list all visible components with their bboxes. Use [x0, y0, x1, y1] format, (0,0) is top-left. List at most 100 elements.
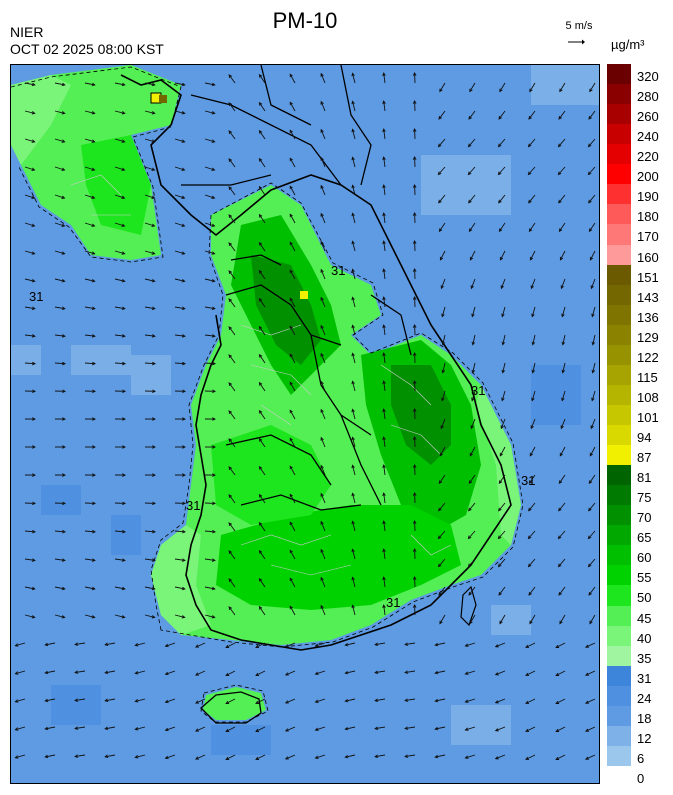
wind-arrowhead-icon: [212, 473, 216, 477]
wind-arrow-icon: [114, 166, 125, 171]
wind-reference-arrow-icon: [568, 39, 585, 45]
wind-arrowhead-icon: [14, 671, 19, 675]
legend-level-label: 55: [637, 570, 652, 586]
wind-arrowhead-icon: [320, 380, 324, 385]
wind-arrowhead-icon: [558, 199, 562, 204]
wind-arrowhead-icon: [121, 278, 126, 283]
legend-level-label: 320: [637, 69, 659, 84]
wind-arrowhead-icon: [212, 529, 217, 534]
wind-arrowhead-icon: [590, 285, 594, 290]
wind-arrow-icon: [289, 550, 296, 560]
wind-arrowhead-icon: [92, 473, 96, 477]
wind-arrowhead-icon: [228, 382, 233, 386]
wind-arrowhead-icon: [92, 529, 97, 534]
wind-arrowhead-icon: [91, 139, 96, 143]
wind-arrowhead-icon: [151, 278, 156, 283]
wind-arrowhead-icon: [351, 492, 355, 497]
wind-arrowhead-icon: [412, 296, 417, 300]
wind-arrowhead-icon: [32, 389, 36, 394]
wind-arrowhead-icon: [499, 256, 504, 261]
wind-arrow-icon: [352, 101, 356, 112]
wind-arrow-icon: [465, 754, 476, 759]
wind-arrow-icon: [320, 157, 326, 168]
wind-arrowhead-icon: [289, 73, 293, 78]
wind-arrowhead-icon: [530, 425, 534, 430]
wind-arrowhead-icon: [182, 417, 187, 421]
wind-arrowhead-icon: [404, 754, 409, 758]
wind-arrowhead-icon: [351, 212, 355, 217]
wind-arrowhead-icon: [528, 115, 532, 120]
wind-arrow-icon: [375, 642, 386, 646]
wind-arrow-icon: [289, 410, 296, 420]
wind-arrowhead-icon: [527, 563, 532, 568]
wind-arrow-icon: [383, 297, 386, 308]
wind-arrowhead-icon: [464, 671, 469, 675]
wind-arrowhead-icon: [74, 670, 79, 674]
wind-arrow-icon: [555, 754, 566, 760]
wind-arrowhead-icon: [344, 642, 349, 647]
wind-arrow-icon: [500, 250, 506, 261]
wind-arrowhead-icon: [61, 334, 66, 338]
wind-arrow-icon: [499, 82, 506, 92]
wind-arrow-icon: [228, 214, 236, 224]
wind-arrow-icon: [259, 494, 266, 504]
wind-arrowhead-icon: [374, 726, 379, 731]
unit-label: µg/m³: [611, 37, 645, 52]
wind-arrow-icon: [352, 213, 356, 224]
wind-arrowhead-icon: [194, 700, 199, 704]
wind-arrow-icon: [165, 754, 176, 759]
wind-arrowhead-icon: [289, 465, 293, 470]
wind-arrow-icon: [114, 362, 126, 365]
district-lines: [70, 174, 452, 576]
wind-arrow-icon: [592, 334, 596, 345]
wind-arrowhead-icon: [412, 492, 417, 496]
wind-arrow-icon: [528, 474, 536, 484]
wind-arrow-icon: [54, 278, 65, 282]
wind-arrowhead-icon: [164, 699, 169, 704]
wind-arrow-icon: [559, 614, 566, 624]
legend-level-label: 45: [637, 610, 652, 626]
wind-arrowhead-icon: [122, 529, 127, 534]
wind-arrow-icon: [259, 410, 266, 420]
wind-arrowhead-icon: [104, 754, 109, 759]
wind-arrowhead-icon: [412, 576, 417, 580]
wind-arrow-icon: [320, 101, 326, 112]
wind-arrowhead-icon: [164, 727, 169, 732]
wind-arrow-icon: [585, 754, 596, 760]
wind-arrowhead-icon: [91, 586, 96, 591]
wind-arrow-icon: [195, 642, 206, 648]
wind-arrow-icon: [204, 558, 215, 561]
wind-arrow-icon: [285, 642, 296, 648]
wind-arrowhead-icon: [499, 620, 503, 625]
wind-arrow-icon: [438, 558, 446, 567]
wind-arrow-icon: [558, 558, 566, 567]
legend-color-swatch: [607, 645, 631, 667]
wind-arrow-icon: [383, 353, 386, 364]
wind-arrowhead-icon: [62, 445, 66, 449]
wind-arrow-icon: [585, 698, 596, 704]
wind-arrow-icon: [525, 726, 536, 732]
wind-arrowhead-icon: [438, 592, 442, 596]
wind-arrow-icon: [558, 138, 566, 147]
legend-level-label: 75: [637, 490, 652, 506]
wind-arrow-icon: [589, 614, 596, 624]
wind-arrow-icon: [588, 530, 596, 539]
wind-arrow-icon: [495, 698, 506, 704]
wind-arrowhead-icon: [591, 313, 595, 318]
wind-arrowhead-icon: [164, 643, 169, 648]
wind-arrow-icon: [559, 222, 566, 232]
wind-arrow-icon: [405, 726, 416, 730]
wind-arrow-icon: [259, 158, 266, 168]
wind-arrow-icon: [24, 278, 35, 282]
wind-arrow-icon: [315, 754, 326, 759]
wind-arrow-icon: [174, 250, 185, 255]
wind-arrow-icon: [558, 474, 566, 484]
wind-arrowhead-icon: [211, 195, 216, 200]
hotspot-marker: [300, 291, 308, 299]
wind-arrow-icon: [165, 670, 176, 675]
wind-arrow-icon: [54, 530, 66, 533]
wind-arrow-icon: [228, 410, 236, 420]
wind-arrow-icon: [588, 138, 596, 147]
legend-color-swatch: [607, 304, 631, 326]
wind-arrow-icon: [54, 614, 65, 618]
